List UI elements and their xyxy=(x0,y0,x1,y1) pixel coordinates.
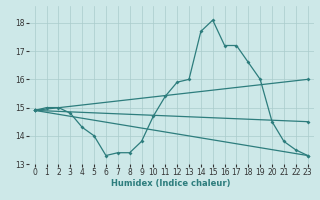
X-axis label: Humidex (Indice chaleur): Humidex (Indice chaleur) xyxy=(111,179,231,188)
